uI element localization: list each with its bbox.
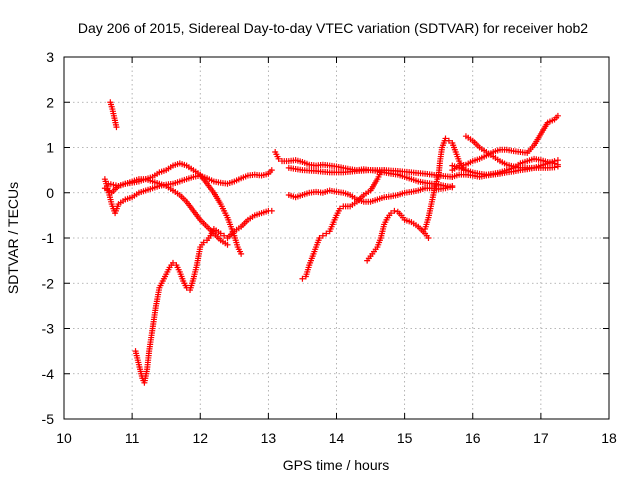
data-point (323, 230, 330, 237)
data-point (425, 235, 432, 241)
data-point (238, 250, 245, 257)
data-point (316, 235, 323, 241)
y-tick-label: -1 (42, 230, 55, 246)
series-trace-8 (285, 182, 456, 205)
data-point (268, 167, 275, 174)
x-tick-label: 13 (261, 430, 277, 446)
x-tick-label: 18 (601, 430, 617, 446)
data-point (381, 167, 388, 174)
y-tick-label: 1 (46, 140, 54, 156)
data-point (554, 112, 561, 119)
y-tick-label: -2 (42, 275, 55, 291)
data-point (217, 230, 224, 237)
y-axis-title: SDTVAR / TECUs (5, 182, 21, 294)
data-point (336, 205, 343, 212)
data-marks (101, 99, 561, 386)
x-tick-label: 14 (329, 430, 345, 446)
x-tick-label: 10 (56, 430, 72, 446)
y-tick-label: -3 (42, 321, 55, 337)
series-trace-4 (105, 176, 231, 248)
y-tick-label: 2 (46, 94, 54, 110)
data-point (268, 207, 275, 214)
data-point (449, 182, 456, 189)
series-trace-5 (132, 207, 275, 386)
data-point (275, 155, 282, 162)
x-tick-label: 15 (397, 430, 413, 446)
data-point (113, 124, 120, 131)
x-tick-label: 12 (192, 430, 208, 446)
data-point (442, 135, 449, 142)
series-trace-10 (364, 207, 432, 264)
x-tick-label: 11 (125, 430, 140, 446)
data-point (391, 207, 398, 214)
data-point (551, 160, 558, 167)
series-trace-1 (107, 99, 120, 131)
y-tick-label: -4 (42, 366, 55, 382)
series-trace-9 (299, 167, 388, 282)
x-tick-label: 17 (533, 430, 549, 446)
data-point (200, 239, 207, 246)
chart-title: Day 206 of 2015, Sidereal Day-to-day VTE… (78, 20, 588, 36)
y-tick-label: 3 (46, 49, 54, 65)
x-tick-label: 16 (465, 430, 481, 446)
series-trace-15 (449, 155, 561, 178)
y-tick-label: -5 (42, 411, 55, 427)
data-point (388, 210, 394, 217)
series-trace-7 (285, 164, 456, 180)
x-axis-title: GPS time / hours (283, 457, 390, 473)
data-point (554, 161, 561, 168)
data-point (445, 137, 452, 144)
y-tick-label: 0 (46, 185, 54, 201)
data-point (170, 259, 176, 266)
data-point (224, 241, 231, 248)
data-point (299, 275, 306, 282)
data-point (377, 169, 384, 176)
data-point (221, 232, 228, 239)
data-point (319, 232, 326, 239)
series-trace-2 (101, 167, 275, 217)
